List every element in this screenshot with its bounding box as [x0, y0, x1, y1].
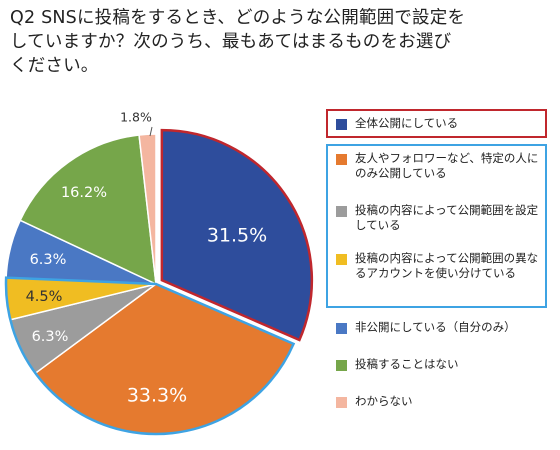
legend-label: わからない [355, 394, 413, 408]
data-label: 31.5% [207, 225, 267, 247]
legend-swatch [336, 119, 347, 130]
legend-label: 投稿の内容によって公開範囲を設定している [355, 203, 539, 232]
data-label: 33.3% [127, 385, 187, 407]
legend-label: 全体公開にしている [355, 116, 459, 130]
legend-swatch [336, 154, 347, 165]
legend-label: 非公開にしている（自分のみ） [355, 320, 516, 334]
legend-label: 投稿することはない [355, 357, 459, 371]
legend-swatch [336, 254, 347, 265]
title-line: ください。 [10, 56, 99, 76]
pie-slice [138, 133, 157, 285]
data-label: 1.8% [120, 110, 152, 125]
title-line: していますか？次のうち、最もあてはまるものをお選び [10, 32, 452, 52]
data-label: 16.2% [61, 185, 107, 201]
legend-label: 友人やフォロワーなど、特定の人にのみ公開している [355, 151, 539, 180]
legend-swatch [336, 323, 347, 334]
legend-swatch [336, 206, 347, 217]
chart-title: Q2 SNSに投稿をするとき、どのような公開範囲で設定を していますか？次のうち… [10, 6, 550, 78]
legend-highlight-red [326, 109, 547, 138]
legend-highlight-blue [326, 144, 547, 308]
leader-line [149, 126, 153, 137]
slice-highlight-blue [4, 276, 296, 436]
data-label: 6.3% [32, 329, 69, 345]
legend-swatch [336, 397, 347, 408]
slice-highlight-red [160, 128, 314, 342]
data-label: 4.5% [26, 289, 63, 305]
legend-swatch [336, 360, 347, 371]
pie-slice [19, 134, 157, 286]
data-label: 6.3% [30, 252, 67, 268]
title-line: Q2 SNSに投稿をするとき、どのような公開範囲で設定を [10, 8, 466, 28]
legend-label: 投稿の内容によって公開範囲の異なるアカウントを使い分けている [355, 251, 539, 280]
